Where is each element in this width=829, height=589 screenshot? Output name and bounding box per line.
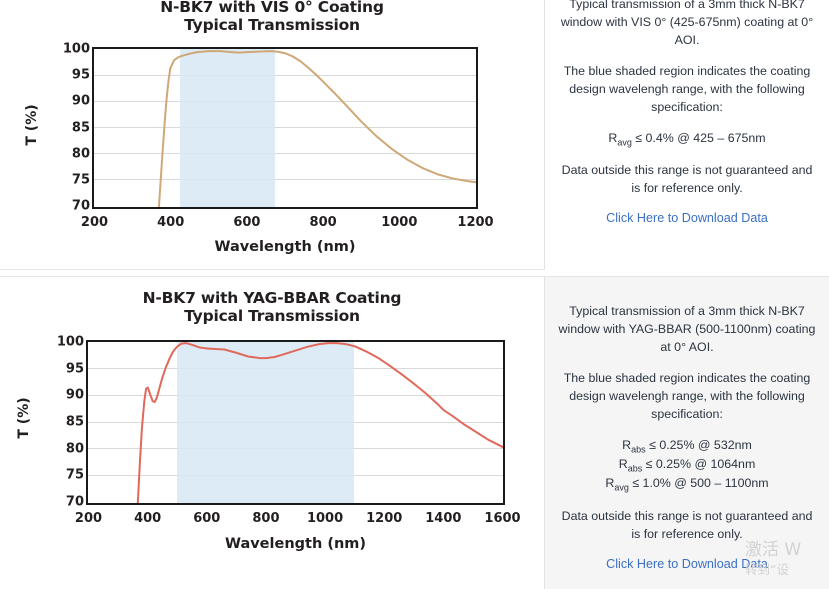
info-paragraph-shading-vis: The blue shaded region indicates the coa… — [563, 63, 811, 114]
spec-symbol: R — [622, 437, 632, 452]
gridline — [94, 153, 476, 155]
spec-subscript: avg — [617, 137, 632, 148]
y-axis-tick-label: 95 — [71, 67, 90, 83]
spec-text: ≤ 0.25% @ 532nm — [645, 437, 752, 452]
x-axis-label-yag: Wavelength (nm) — [224, 535, 367, 552]
spec-symbol: R — [608, 130, 618, 145]
spec-text: ≤ 0.4% @ 425 – 675nm — [631, 130, 766, 145]
gridline — [94, 100, 476, 102]
gridline — [94, 74, 476, 76]
info-panel-vis: Typical transmission of a 3mm thick N-BK… — [545, 0, 829, 270]
spec-list-vis: Ravg ≤ 0.4% @ 425 – 675nm — [557, 130, 817, 149]
product-row-yag-bbar-coating: N-BK7 with YAG-BBAR Coating Typical Tran… — [0, 276, 829, 589]
x-axis-tick-label: 800 — [309, 214, 337, 230]
y-axis-tick-label: 80 — [71, 146, 90, 162]
spec-subscript: abs — [631, 444, 646, 455]
spec-list-yag: Rabs ≤ 0.25% @ 532nm Rabs ≤ 0.25% @ 1064n… — [557, 437, 817, 495]
download-data-link-yag[interactable]: Click Here to Download Data — [606, 556, 768, 571]
gridline — [94, 127, 476, 129]
x-axis-tick-label: 200 — [80, 214, 109, 230]
plot-inner-vis — [94, 48, 476, 207]
x-axis-label-vis: Wavelength (nm) — [214, 238, 356, 255]
chart-cell-yag: N-BK7 with YAG-BBAR Coating Typical Tran… — [0, 276, 545, 589]
y-axis-tick-label: 100 — [62, 41, 90, 57]
curve-layer — [136, 341, 503, 503]
plot-area-yag: T (%) Wavelength (nm) 70 75 80 85 90 95 100 200… — [14, 332, 521, 552]
y-axis-tick-label: 100 — [56, 334, 84, 350]
y-axis-tick-label: 90 — [71, 93, 90, 109]
chart-title-line1: N-BK7 with YAG-BBAR Coating — [142, 289, 402, 307]
plot-frame-vis — [92, 46, 478, 209]
x-axis-tick-label: 1200 — [366, 510, 403, 526]
y-axis-tick-label: 70 — [71, 198, 90, 214]
x-axis-tick-label: 1200 — [457, 214, 494, 230]
data-curve — [136, 341, 503, 503]
spec-symbol: R — [618, 457, 628, 472]
spec-text: ≤ 0.25% @ 1064nm — [642, 457, 756, 472]
info-paragraph-shading-yag: The blue shaded region indicates the coa… — [563, 370, 811, 421]
product-row-vis-coating: N-BK7 with VIS 0° Coating Typical Transm… — [0, 0, 829, 270]
y-axis-tick-label: 80 — [65, 441, 84, 457]
spec-line: Rabs ≤ 0.25% @ 532nm — [557, 437, 817, 456]
y-axis-tick-label: 85 — [71, 120, 90, 136]
x-axis-tick-label: 600 — [233, 214, 261, 230]
chart-title-vis: N-BK7 with VIS 0° Coating Typical Transm… — [0, 0, 544, 35]
plot-inner-yag — [88, 341, 503, 503]
info-paragraph-description-yag: Typical transmission of a 3mm thick N-BK… — [558, 304, 816, 354]
shaded-design-range-band — [179, 48, 275, 207]
data-curve — [157, 49, 476, 207]
gridline — [94, 179, 476, 181]
x-axis-tick-label: 1000 — [306, 510, 344, 526]
spec-symbol: R — [605, 476, 615, 491]
y-axis-tick-label: 90 — [65, 387, 84, 403]
x-axis-tick-label: 600 — [193, 510, 221, 526]
y-axis-tick-label: 95 — [65, 361, 84, 377]
shaded-design-range-band — [176, 341, 355, 503]
spec-line: Ravg ≤ 0.4% @ 425 – 675nm — [557, 130, 817, 149]
download-data-link-vis[interactable]: Click Here to Download Data — [606, 211, 768, 226]
x-axis-tick-label: 400 — [157, 214, 185, 230]
spec-subscript: avg — [614, 482, 629, 493]
info-paragraph-disclaimer-yag: Data outside this range is not guarantee… — [561, 508, 813, 541]
x-axis-tick-label: 1400 — [425, 510, 462, 526]
spec-subscript: abs — [627, 463, 643, 474]
spec-line: Rabs ≤ 0.25% @ 1064nm — [557, 456, 817, 475]
spec-text: ≤ 1.0% @ 500 – 1100nm — [628, 476, 769, 491]
plot-area-vis: T (%) Wavelength (nm) 70 75 80 85 90 95 100 200… — [24, 39, 494, 255]
chart-title-line2: Typical Transmission — [184, 307, 360, 326]
y-axis-tick-label: 85 — [65, 414, 84, 430]
y-axis-tick-label: 75 — [65, 467, 84, 483]
info-panel-yag: Typical transmission of a 3mm thick N-BK… — [545, 276, 829, 589]
info-paragraph-description-vis: Typical transmission of a 3mm thick N-BK… — [560, 0, 814, 47]
x-axis-tick-label: 200 — [74, 510, 103, 526]
y-axis-tick-label: 75 — [71, 172, 90, 188]
chart-title-line2: Typical Transmission — [184, 16, 360, 35]
x-axis-tick-label: 400 — [134, 510, 162, 526]
x-axis-tick-label: 1000 — [381, 214, 418, 230]
info-paragraph-disclaimer-vis: Data outside this range is not guarantee… — [561, 163, 813, 196]
spec-line: Ravg ≤ 1.0% @ 500 – 1100nm — [557, 475, 817, 494]
x-axis-tick-label: 1600 — [484, 510, 521, 526]
chart-cell-vis: N-BK7 with VIS 0° Coating Typical Transm… — [0, 0, 545, 270]
curve-layer — [157, 49, 476, 207]
x-axis-tick-label: 800 — [252, 510, 280, 526]
chart-title-yag: N-BK7 with YAG-BBAR Coating Typical Tran… — [0, 277, 544, 326]
y-axis-tick-label: 70 — [65, 494, 84, 510]
plot-frame-yag — [86, 339, 505, 505]
chart-title-line1: N-BK7 with VIS 0° Coating — [160, 0, 384, 16]
